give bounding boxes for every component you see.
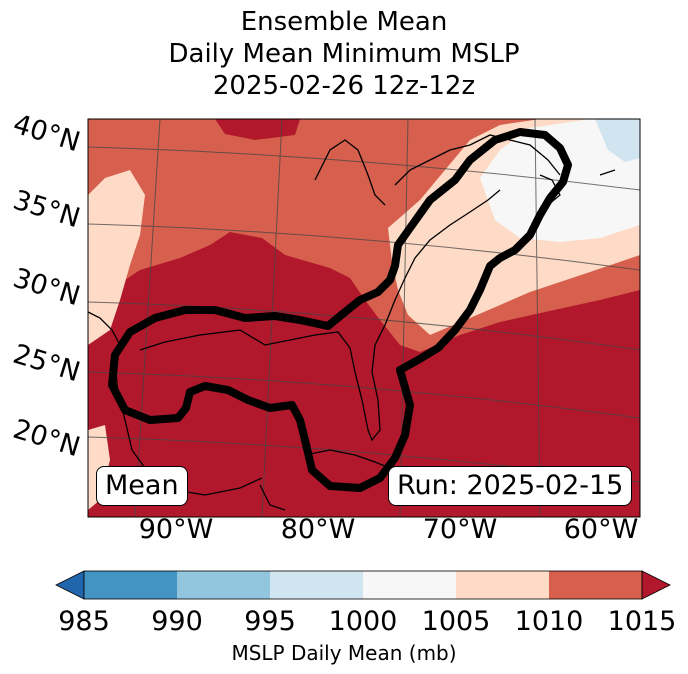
colorbar-segment-1010-1015 <box>549 571 642 599</box>
pressure-band-1015-plus-top <box>215 119 300 140</box>
colorbar-tick-995: 995 <box>244 606 296 637</box>
lon-label-80w: 80°W <box>280 514 356 545</box>
title-line-2: Daily Mean Minimum MSLP <box>168 39 520 69</box>
pressure-band-1015-plus-gulf <box>88 232 640 517</box>
colorbar-tick-1015: 1015 <box>607 606 677 637</box>
colorbar-segment-1005-1010 <box>456 571 549 599</box>
colorbar-tick-985: 985 <box>58 606 110 637</box>
lon-label-70w: 70°W <box>422 514 498 545</box>
colorbar-tick-990: 990 <box>151 606 203 637</box>
colorbar-tick-1000: 1000 <box>328 606 398 637</box>
pressure-band-995-1000 <box>595 119 640 162</box>
colorbar-tick-1005: 1005 <box>421 606 491 637</box>
colorbar-upper-extend <box>641 570 671 600</box>
colorbar-segment-985-990 <box>84 571 177 599</box>
ensemble-mean-contour <box>108 128 572 492</box>
title-line-3: 2025-02-26 12z-12z <box>212 71 476 101</box>
run-date-box: Run: 2025-02-15 <box>388 466 633 506</box>
title-line-1: Ensemble Mean <box>240 7 448 37</box>
colorbar-segment-990-995 <box>177 571 270 599</box>
pressure-band-1005-1010-west <box>88 170 145 345</box>
colorbar-tick-1010: 1010 <box>514 606 584 637</box>
colorbar-segment-1000-1005 <box>363 571 456 599</box>
lon-label-60w: 60°W <box>563 514 639 545</box>
colorbar <box>55 570 671 600</box>
colorbar-lower-extend <box>55 570 85 600</box>
colorbar-label: MSLP Daily Mean (mb) <box>231 641 457 665</box>
colorbar-segment-995-1000 <box>270 571 363 599</box>
mean-label-box: Mean <box>96 466 188 506</box>
lon-label-90w: 90°W <box>138 514 214 545</box>
